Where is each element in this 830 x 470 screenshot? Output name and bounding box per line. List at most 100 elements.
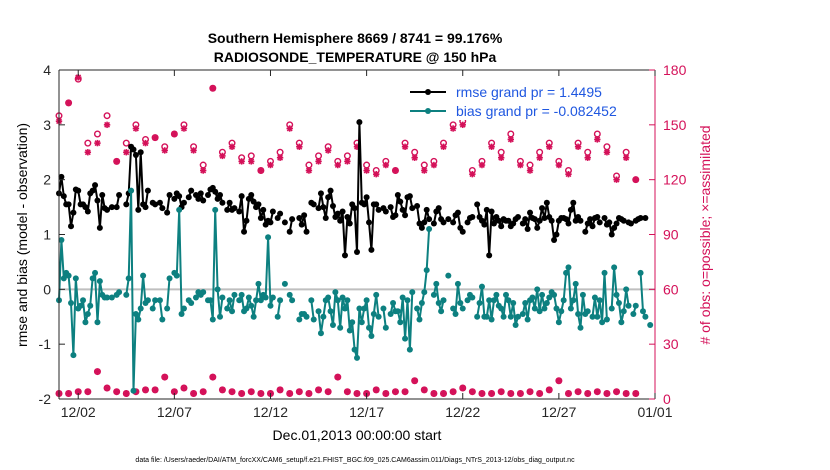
rmse-point <box>596 219 603 226</box>
obs-star-stroke <box>325 147 332 154</box>
obs-star-stroke <box>382 390 389 397</box>
obs-possible-marker <box>84 139 92 147</box>
obs-star-stroke <box>75 74 82 81</box>
rmse-point <box>481 221 488 228</box>
obs-star-stroke <box>257 167 264 174</box>
bias-point <box>510 300 517 307</box>
bias-point <box>116 289 123 296</box>
legend-bias-label: bias grand pr = -0.082452 <box>456 103 617 119</box>
obs-low-assimilated-marker <box>469 388 476 395</box>
bias-point <box>565 264 572 271</box>
bias-line-segment <box>310 300 315 320</box>
obs-low-assimilated-marker <box>430 390 438 397</box>
obs-low-assimilated-marker <box>517 390 524 397</box>
obs-star-stroke <box>161 147 168 154</box>
obs-assimilated-marker <box>526 167 534 174</box>
rmse-point <box>435 205 442 212</box>
obs-star-stroke <box>286 125 293 132</box>
obs-star-stroke <box>440 143 447 150</box>
rmse-point <box>539 205 546 212</box>
obs-assimilated-marker <box>622 154 630 161</box>
obs-star-stroke <box>286 390 293 397</box>
rmse-point <box>281 219 288 226</box>
obs-assimilated-marker <box>594 136 601 143</box>
obs-low-assimilated-marker <box>315 386 322 394</box>
bias-point <box>402 335 409 342</box>
obs-assimilated-marker <box>65 99 72 107</box>
x-tick-label: 12/27 <box>541 404 576 420</box>
obs-assimilated-marker <box>238 158 245 165</box>
rmse-point <box>185 194 192 201</box>
y-axis-label-left: rmse and bias (model - observation) <box>14 123 30 347</box>
y-tick-label-left: 1 <box>43 227 51 243</box>
obs-star-stroke <box>469 171 476 178</box>
obs-star-stroke <box>603 390 610 397</box>
obs-assimilated-marker <box>132 125 140 132</box>
obs-assimilated-marker <box>546 143 553 150</box>
obs-low-assimilated-marker <box>526 388 534 395</box>
rmse-point <box>255 201 262 208</box>
obs-low-assimilated-marker <box>334 373 341 381</box>
rmse-point <box>212 188 219 195</box>
obs-star-stroke <box>132 125 139 132</box>
rmse-point <box>236 208 243 215</box>
rmse-point <box>515 213 522 220</box>
bias-point <box>416 316 423 323</box>
rmse-point <box>123 201 130 208</box>
bias-point <box>229 308 236 315</box>
bias-point <box>68 300 75 307</box>
rmse-point <box>334 210 341 217</box>
bias-point <box>87 302 94 309</box>
obs-star-stroke <box>382 162 389 169</box>
obs-possible-marker <box>93 130 101 138</box>
obs-star-stroke <box>488 143 495 150</box>
bias-point <box>337 324 344 331</box>
bias-point <box>269 294 276 301</box>
obs-low-assimilated-marker <box>546 386 553 394</box>
rmse-point <box>267 219 274 226</box>
rmse-point <box>197 190 204 197</box>
obs-star-stroke <box>575 388 582 395</box>
rmse-point <box>397 198 404 205</box>
bias-point <box>647 321 654 328</box>
obs-star-stroke <box>248 158 255 165</box>
obs-low-assimilated-marker <box>421 386 428 394</box>
bias-point <box>615 300 622 307</box>
rmse-point <box>454 209 461 216</box>
bias-point <box>445 272 452 279</box>
rmse-point <box>627 220 634 227</box>
bias-point <box>375 313 382 320</box>
obs-low-assimilated-marker <box>459 384 466 392</box>
rmse-point <box>541 215 548 222</box>
rmse-point <box>317 190 324 197</box>
rmse-point <box>289 216 296 223</box>
bias-point <box>406 346 413 353</box>
obs-assimilated-marker <box>257 167 265 174</box>
bias-point <box>188 300 195 307</box>
obs-star-stroke <box>603 149 610 156</box>
bias-point <box>346 327 353 334</box>
bias-point <box>596 297 603 304</box>
rmse-point <box>277 210 284 217</box>
bias-point <box>315 308 322 315</box>
rmse-point <box>637 215 644 222</box>
y-tick-label-left: -2 <box>39 391 52 407</box>
bias-point <box>579 291 586 298</box>
bias-point <box>541 305 548 312</box>
rmse-point <box>58 173 65 180</box>
obs-star-stroke <box>430 390 437 397</box>
y-tick-label-right: 90 <box>663 227 679 243</box>
bias-point <box>409 289 416 296</box>
obs-assimilated-marker <box>190 147 197 154</box>
rmse-point <box>488 208 495 215</box>
obs-star-stroke <box>229 388 235 395</box>
obs-star-stroke <box>565 171 572 178</box>
rmse-point <box>469 213 476 220</box>
obs-star-stroke <box>421 386 428 393</box>
obs-assimilated-marker <box>113 158 120 165</box>
bias-line-segment <box>166 278 171 309</box>
bias-point <box>524 316 531 323</box>
bias-point <box>176 206 183 213</box>
bias-point <box>488 316 495 323</box>
bias-point <box>265 234 272 241</box>
